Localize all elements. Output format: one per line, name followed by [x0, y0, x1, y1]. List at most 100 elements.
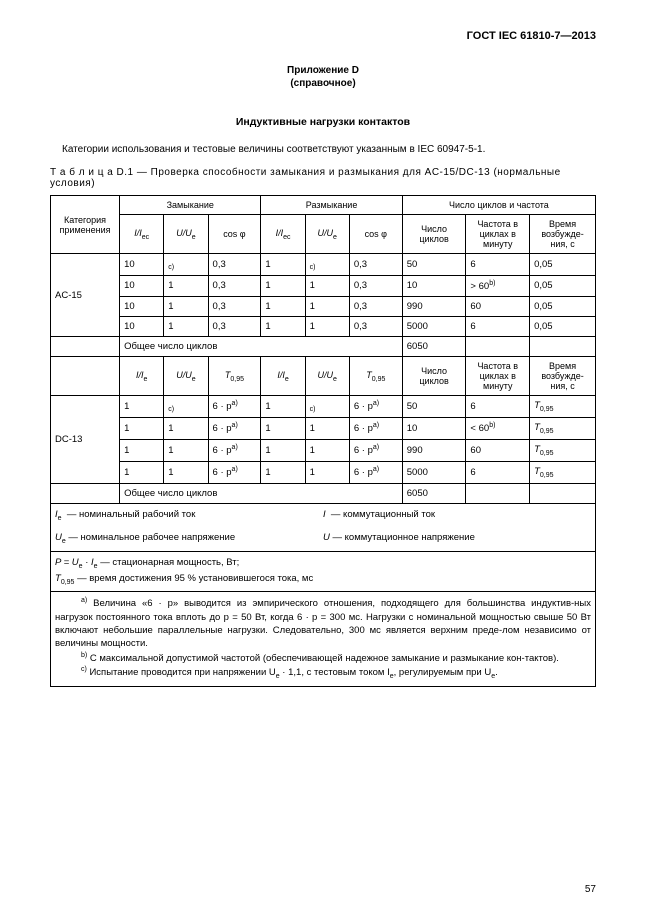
cell: c)	[164, 254, 208, 276]
col-make: Замыкание	[120, 196, 261, 215]
cell: c)	[164, 396, 208, 418]
data-table: Категория применения Замыкание Размыкани…	[50, 195, 596, 687]
legend-row: Ie — номинальный рабочий ток I — коммута…	[51, 503, 596, 527]
cell: 0,3	[349, 317, 402, 337]
cell: 10	[120, 317, 164, 337]
cell: 6	[466, 396, 530, 418]
cell: 6 · pa)	[349, 417, 402, 439]
cell: 1	[164, 461, 208, 483]
cell: 1	[164, 317, 208, 337]
footnote-a: Величина «6 · p» выводится из эмпирическ…	[55, 599, 591, 650]
cell: 1	[164, 417, 208, 439]
cell: 1	[305, 461, 349, 483]
cell: T0,95	[530, 396, 596, 418]
cell: 0,3	[349, 275, 402, 296]
cell: 1	[120, 461, 164, 483]
table-row: 1 1 6 · pa) 1 1 6 · pa) 10 < 60b) T0,95	[51, 417, 596, 439]
cell: 0,3	[208, 317, 261, 337]
total-row: Общее число циклов 6050	[51, 337, 596, 357]
col-cycles: Число циклов и частота	[402, 196, 595, 215]
cell: 6	[466, 254, 530, 276]
table-caption: Т а б л и ц а D.1 — Проверка способности…	[50, 167, 596, 189]
col-ncycles: Число циклов	[402, 215, 466, 254]
cell: 6 · pa)	[208, 439, 261, 461]
cell: 10	[120, 297, 164, 317]
cell: 6 · pa)	[208, 396, 261, 418]
col-i-ie-break: I/Ie	[261, 357, 305, 396]
table-row: 1 1 6 · pa) 1 1 6 · pa) 5000 6 T0,95	[51, 461, 596, 483]
cell: 0,3	[349, 254, 402, 276]
cell: 50	[402, 396, 466, 418]
cell: 10	[120, 254, 164, 276]
total-value: 6050	[402, 337, 466, 357]
intro-text: Категории использования и тестовые велич…	[50, 144, 596, 155]
col-cos-break: cos φ	[349, 215, 402, 254]
table-row: 10 1 0,3 1 1 0,3 990 60 0,05	[51, 297, 596, 317]
table-subheader-row: I/Iec U/Ue cos φ I/Iec U/Ue cos φ Число …	[51, 215, 596, 254]
cell: 1	[261, 461, 305, 483]
cell: 1	[305, 297, 349, 317]
col-freq: Частота в циклах в минуту	[466, 215, 530, 254]
cell: c)	[305, 396, 349, 418]
table-row: 10 1 0,3 1 1 0,3 5000 6 0,05	[51, 317, 596, 337]
col-cos-make: cos φ	[208, 215, 261, 254]
cell: 6 · pa)	[208, 461, 261, 483]
cell: 6 · pa)	[349, 396, 402, 418]
cell: 1	[305, 317, 349, 337]
cell: > 60b)	[466, 275, 530, 296]
col-u-ue-break: U/Ue	[305, 357, 349, 396]
col-i-ie-make: I/Ie	[120, 357, 164, 396]
cell: 0,05	[530, 317, 596, 337]
cell: 1	[261, 417, 305, 439]
cell: 0,05	[530, 297, 596, 317]
cell: 1	[305, 275, 349, 296]
cell: c)	[305, 254, 349, 276]
cell: 10	[402, 275, 466, 296]
cell: 6 · pa)	[349, 439, 402, 461]
col-category: Категория применения	[51, 196, 120, 254]
col-u-ue-make: U/Ue	[164, 357, 208, 396]
cell: 0,05	[530, 275, 596, 296]
col-u-ue-make: U/Ue	[164, 215, 208, 254]
appendix-label: Приложение D	[287, 65, 359, 76]
total-label: Общее число циклов	[120, 337, 403, 357]
cell: 0,3	[208, 254, 261, 276]
footnote-c: Испытание проводится при напряжении Ue ·…	[87, 667, 498, 678]
table-row: AC-15 10 c) 0,3 1 c) 0,3 50 6 0,05	[51, 254, 596, 276]
col-freq: Частота в циклах в минуту	[466, 357, 530, 396]
col-time: Время возбужде-ния, с	[530, 357, 596, 396]
document-id: ГОСТ IEC 61810-7—2013	[50, 30, 596, 42]
cell: T0,95	[530, 417, 596, 439]
cell: 1	[120, 417, 164, 439]
col-ncycles: Число циклов	[402, 357, 466, 396]
legend-row: Ue — номинальное рабочее напряжение U — …	[51, 527, 596, 551]
cell: < 60b)	[466, 417, 530, 439]
cell: 1	[261, 317, 305, 337]
footnotes-row: a) Величина «6 · p» выводится из эмпирич…	[51, 592, 596, 687]
cell: 1	[261, 439, 305, 461]
cell: 0,3	[208, 275, 261, 296]
cell: 60	[466, 297, 530, 317]
appendix-heading: Приложение D (справочное)	[50, 64, 596, 90]
cell: 6 · pa)	[349, 461, 402, 483]
col-break: Размыкание	[261, 196, 402, 215]
cell: 990	[402, 439, 466, 461]
cell: 1	[261, 297, 305, 317]
cell: 6	[466, 317, 530, 337]
col-t095-break: T0,95	[349, 357, 402, 396]
cell: 990	[402, 297, 466, 317]
cell: 1	[164, 297, 208, 317]
page-title: Индуктивные нагрузки контактов	[50, 116, 596, 128]
total-value: 6050	[402, 483, 466, 503]
cell: 6	[466, 461, 530, 483]
col-i-iec-make: I/Iec	[120, 215, 164, 254]
cell: 0,3	[208, 297, 261, 317]
table-row: DC-13 1 c) 6 · pa) 1 c) 6 · pa) 50 6 T0,…	[51, 396, 596, 418]
cell: 5000	[402, 461, 466, 483]
legend-row: P = Ue · Ie — стационарная мощность, Вт;…	[51, 551, 596, 591]
cell: 1	[120, 439, 164, 461]
cell: 1	[261, 254, 305, 276]
cat-ac15: AC-15	[51, 254, 120, 337]
cell: 1	[164, 275, 208, 296]
table-subheader-row: I/Ie U/Ue T0,95 I/Ie U/Ue T0,95 Число ци…	[51, 357, 596, 396]
